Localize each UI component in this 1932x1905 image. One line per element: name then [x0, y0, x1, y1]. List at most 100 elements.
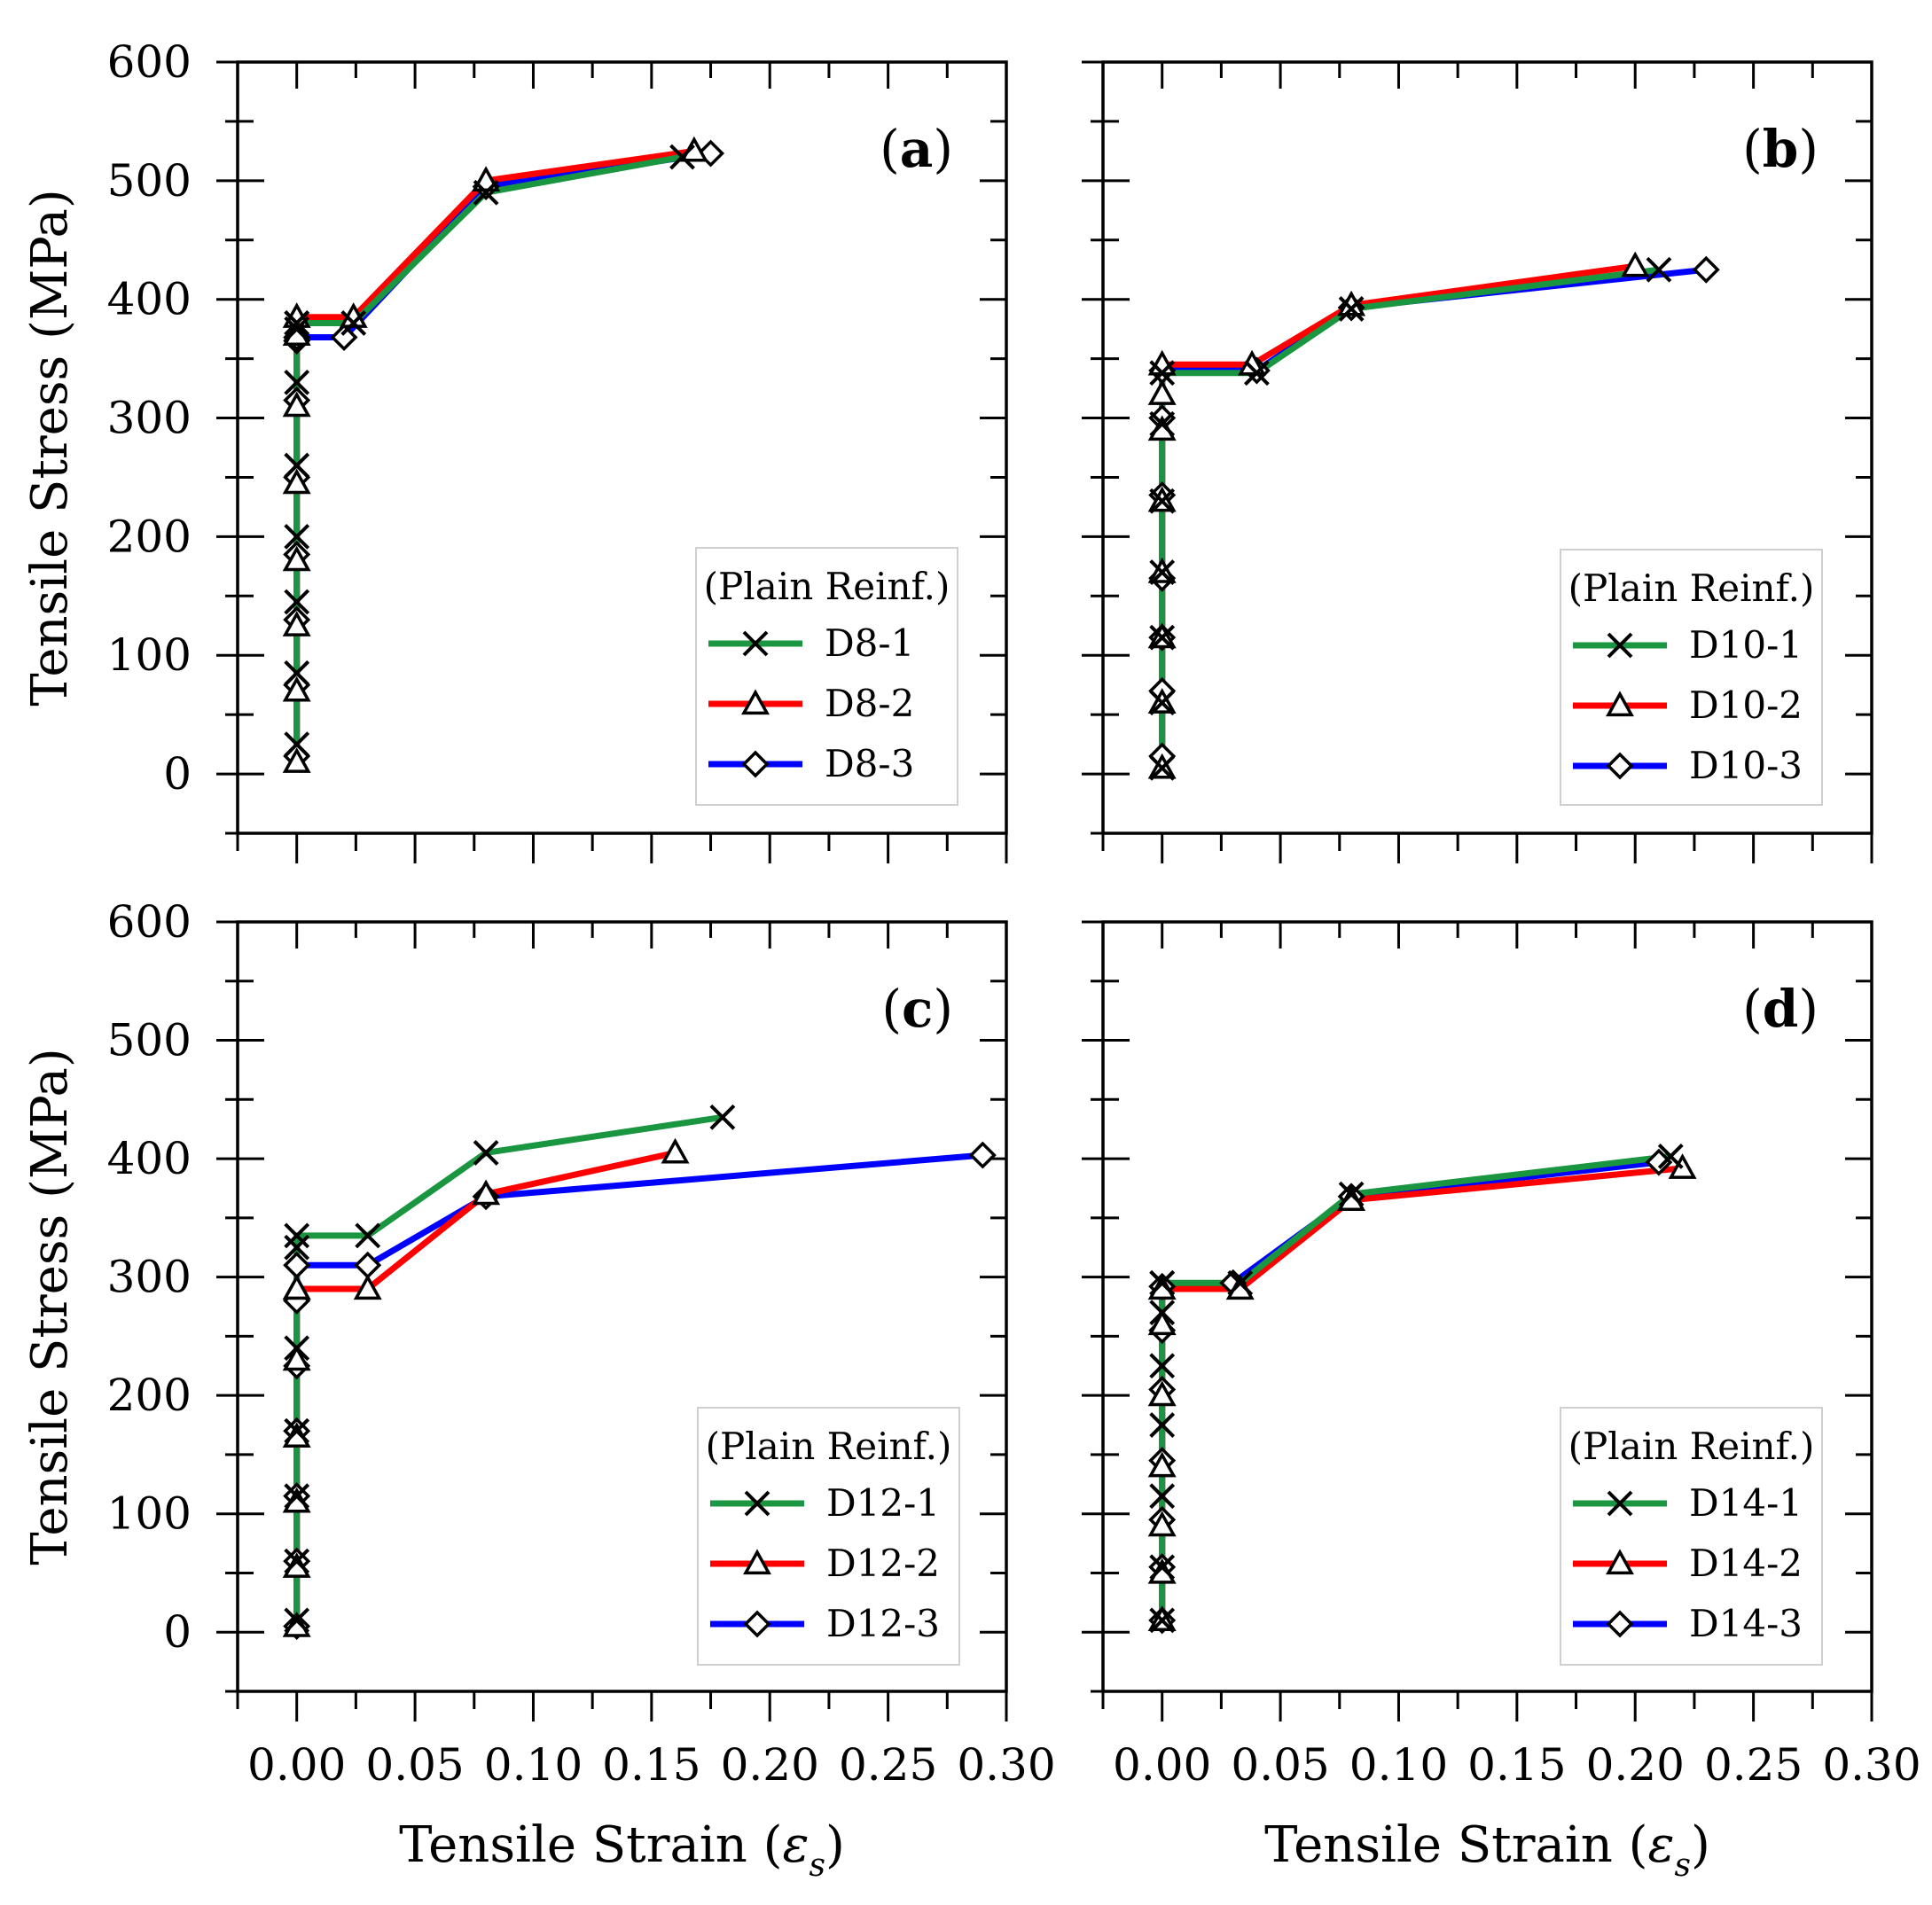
- y-tick-label: 100: [107, 629, 192, 681]
- x-marker-icon: [1149, 1353, 1176, 1379]
- panel-label-close: ): [933, 979, 953, 1039]
- x-tick-label: 0.30: [957, 1739, 1055, 1791]
- legend-label: D8-3: [825, 742, 914, 785]
- x-tick-label: 0.25: [1704, 1739, 1803, 1791]
- legend-label: D12-1: [826, 1481, 940, 1525]
- x-marker-stroke: [284, 1607, 310, 1634]
- x-marker-icon: [1149, 488, 1176, 514]
- x-marker-stroke: [284, 1417, 310, 1444]
- legend-title: (Plain Reinf.): [1568, 566, 1815, 610]
- x-marker-stroke: [473, 1139, 499, 1166]
- x-marker-icon: [1149, 1412, 1176, 1438]
- x-marker-stroke: [1149, 360, 1176, 386]
- legend-label: D14-2: [1689, 1542, 1803, 1585]
- triangle-marker-icon: [472, 1179, 501, 1206]
- x-axis-title-close: ): [825, 1816, 845, 1874]
- x-marker-stroke: [1149, 1483, 1176, 1510]
- y-tick-label: 500: [107, 1015, 192, 1066]
- panel-label-letter: c: [902, 979, 933, 1039]
- x-tick-label: 0.20: [721, 1739, 819, 1791]
- x-marker-stroke: [1338, 1181, 1365, 1207]
- triangle-marker-icon: [1621, 251, 1650, 277]
- y-tick-label: 600: [107, 896, 192, 948]
- x-marker-stroke: [284, 316, 310, 342]
- y-tick-label: 100: [107, 1488, 192, 1540]
- x-marker-stroke: [1657, 1143, 1684, 1169]
- x-marker-stroke: [1243, 360, 1270, 386]
- legend-entry: D12-1: [710, 1481, 940, 1525]
- legend: (Plain Reinf.) D14-1 D14-2 D14-3: [1560, 1407, 1823, 1666]
- x-axis-title-symbol: ε: [1647, 1816, 1674, 1874]
- x-marker-stroke: [355, 1222, 381, 1249]
- x-tick-label: 0.05: [1231, 1739, 1329, 1791]
- x-marker-icon: [1149, 1607, 1176, 1634]
- x-marker-stroke: [284, 1483, 310, 1510]
- panel-label-letter: b: [1763, 119, 1799, 179]
- legend-label: D10-1: [1689, 623, 1803, 667]
- y-tick-label: 400: [107, 1133, 192, 1184]
- x-marker-icon: [1646, 256, 1672, 283]
- legend-entry: D8-3: [708, 742, 914, 785]
- legend-label: D8-1: [825, 621, 914, 665]
- legend-label: D8-2: [825, 682, 914, 725]
- x-tick-label: 0.25: [839, 1739, 937, 1791]
- triangle-marker-icon: [282, 468, 311, 495]
- panel-label-open: (: [1742, 979, 1763, 1039]
- y-tick-label: 0: [163, 1606, 192, 1658]
- x-marker-icon: [284, 1548, 310, 1574]
- x-marker-icon: [284, 1234, 310, 1261]
- x-marker-icon: [1607, 632, 1633, 659]
- legend-entry: D10-2: [1573, 683, 1803, 727]
- x-marker-icon: [284, 452, 310, 479]
- triangle-marker-icon: [1606, 1549, 1634, 1575]
- x-marker-stroke: [284, 369, 310, 395]
- legend-label: D12-3: [826, 1602, 940, 1645]
- x-marker-stroke: [1149, 410, 1176, 437]
- legend-label: D10-3: [1689, 744, 1803, 787]
- legend-entry: D14-1: [1573, 1481, 1803, 1525]
- x-marker-icon: [473, 1139, 499, 1166]
- x-marker-stroke: [742, 630, 769, 657]
- x-marker-stroke: [284, 660, 310, 686]
- x-tick-label: 0.20: [1586, 1739, 1685, 1791]
- x-marker-icon: [1149, 559, 1176, 585]
- legend-entry: D10-1: [1573, 623, 1803, 667]
- x-marker-icon: [1149, 1269, 1176, 1296]
- legend-entry: D14-2: [1573, 1542, 1803, 1585]
- legend-label: D12-2: [826, 1542, 940, 1585]
- series-line-D8-2: [293, 147, 695, 762]
- plot-frame: [236, 60, 1008, 835]
- chart-panel-d: 0.00 0.05 0.10 0.15 0.20 0.25 0.30 Tensile Stra…: [1082, 920, 1921, 1884]
- legend-entry: D10-3: [1573, 744, 1803, 787]
- triangle-marker-icon: [282, 747, 311, 773]
- panel-label-close: ): [1798, 979, 1819, 1039]
- x-marker-icon: [1149, 1483, 1176, 1510]
- x-marker-icon: [1149, 754, 1176, 781]
- x-marker-icon: [340, 310, 367, 336]
- legend-entry: D8-2: [708, 682, 914, 725]
- x-tick-label: 0.00: [247, 1739, 346, 1791]
- x-axis-title-close: ): [1691, 1816, 1710, 1874]
- x-marker-stroke: [1149, 1554, 1176, 1581]
- x-axis-title: Tensile Strain (εs): [399, 1816, 845, 1884]
- panel-label-close: ): [1798, 119, 1819, 179]
- y-axis-title: Tensile Stress (MPa): [21, 1048, 79, 1565]
- chart-panel-b: (b) (Plain Reinf.) D10-1 D10-2 D10-3: [1082, 60, 1873, 863]
- x-marker-icon: [742, 630, 769, 657]
- x-marker-stroke: [284, 1222, 310, 1249]
- panel-label: (b): [1742, 119, 1819, 179]
- chart-panel-c: 0 100 200 300 400 500 600 Tensile Stress (MPa) 0…: [21, 896, 1056, 1884]
- x-axis-title-symbol: ε: [782, 1816, 809, 1874]
- x-marker-icon: [1338, 1181, 1365, 1207]
- x-marker-stroke: [340, 310, 367, 336]
- x-marker-stroke: [284, 452, 310, 479]
- x-axis-title-subscript: s: [810, 1847, 825, 1884]
- x-marker-stroke: [284, 1548, 310, 1574]
- triangle-marker-icon: [1147, 1451, 1177, 1478]
- diamond-marker-icon: [1692, 255, 1720, 284]
- x-marker-icon: [284, 589, 310, 615]
- x-tick-label: 0.00: [1113, 1739, 1211, 1791]
- x-marker-stroke: [1607, 1490, 1633, 1517]
- x-axis-title-text: Tensile Strain (: [1264, 1816, 1647, 1874]
- y-tick-label: 0: [163, 748, 192, 800]
